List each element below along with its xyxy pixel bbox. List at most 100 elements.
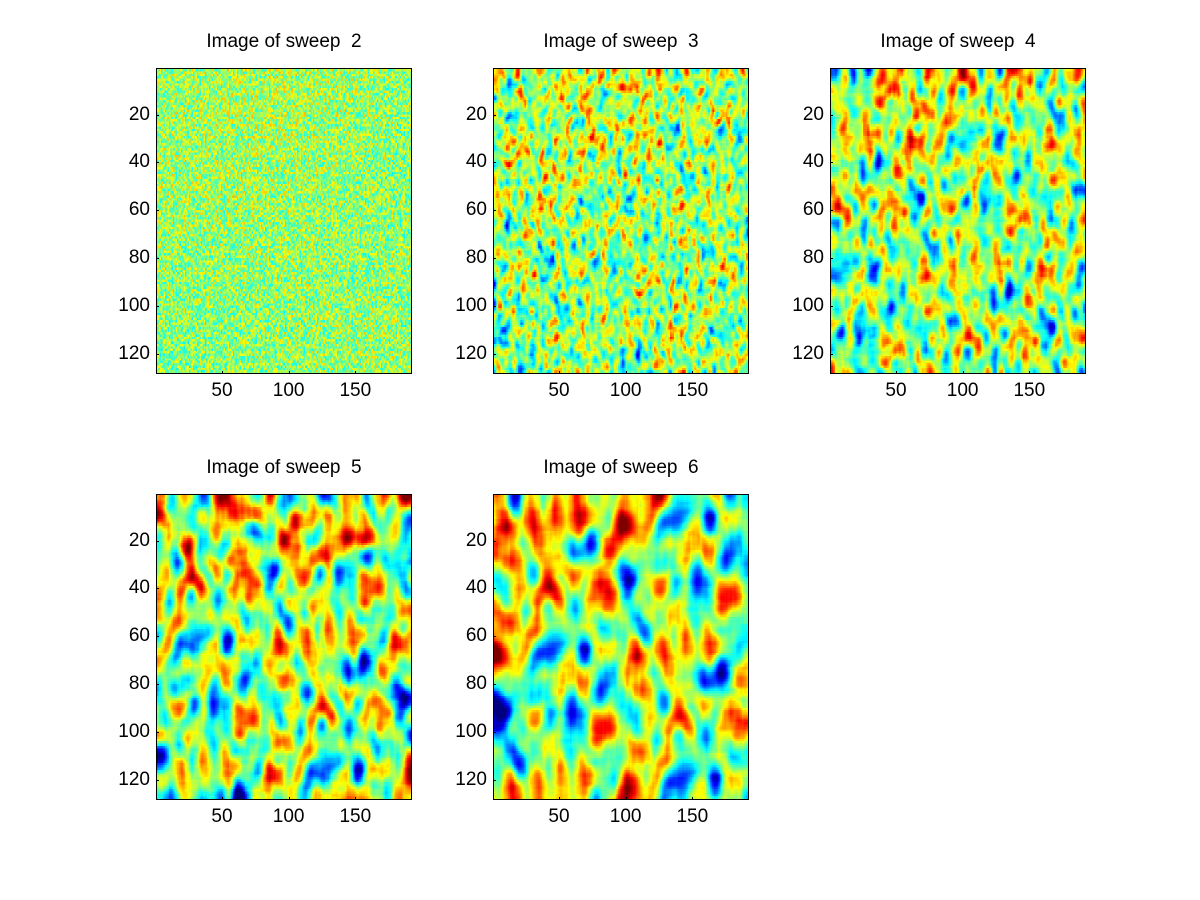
y-tick-mark — [156, 779, 159, 781]
y-tick-label: 20 — [128, 529, 150, 551]
x-tick-mark — [625, 371, 627, 374]
subplot-3: Image of sweep 4 20 40 60 80 100 120 50 100 150 — [792, 31, 1086, 401]
y-tick-mark — [830, 305, 833, 307]
y-tick-mark — [156, 162, 159, 164]
x-tick-mark — [559, 371, 560, 374]
heatmap-image — [157, 495, 411, 799]
y-tick-mark — [156, 731, 159, 733]
y-tick-label: 40 — [128, 577, 150, 599]
y-tick-label: 100 — [455, 294, 487, 316]
x-tick-mark — [288, 797, 290, 800]
x-tick-mark — [962, 371, 964, 374]
subplot-title: Image of sweep 5 — [206, 457, 362, 478]
y-tick-label: 40 — [128, 151, 150, 173]
y-tick-label: 120 — [455, 768, 487, 790]
y-tick-mark — [156, 684, 159, 686]
y-tick-label: 60 — [465, 199, 487, 221]
y-tick-label: 120 — [118, 342, 150, 364]
y-tick-label: 80 — [128, 247, 150, 269]
y-tick-mark — [156, 210, 159, 212]
x-tick-label: 50 — [211, 380, 233, 401]
x-tick-label: 150 — [339, 806, 372, 827]
heatmap-plot-area — [156, 68, 412, 374]
y-tick-label: 60 — [802, 199, 824, 221]
y-tick-label: 60 — [128, 625, 150, 647]
y-tick-label: 20 — [802, 103, 824, 125]
y-tick-label: 40 — [465, 151, 487, 173]
y-tick-label: 100 — [118, 294, 150, 316]
y-tick-mark — [156, 540, 159, 542]
y-tick-label: 80 — [128, 673, 150, 695]
x-tick-label: 150 — [676, 380, 709, 401]
y-tick-mark — [493, 210, 496, 212]
y-tick-mark — [493, 636, 496, 638]
y-tick-mark — [156, 114, 159, 116]
x-tick-label: 100 — [609, 380, 642, 401]
y-tick-mark — [830, 114, 833, 116]
y-tick-mark — [493, 540, 496, 542]
y-tick-label: 80 — [465, 247, 487, 269]
y-tick-mark — [830, 210, 833, 212]
subplot-title: Image of sweep 4 — [880, 31, 1036, 52]
y-tick-mark — [493, 588, 496, 590]
y-tick-label: 60 — [128, 199, 150, 221]
y-tick-mark — [830, 162, 833, 164]
y-tick-mark — [493, 779, 496, 781]
x-tick-mark — [355, 797, 357, 800]
heatmap-cells — [831, 69, 1085, 373]
subplot-2: Image of sweep 3 20 40 60 80 100 120 50 100 150 — [455, 31, 749, 401]
y-tick-mark — [156, 258, 159, 260]
heatmap-plot-area — [493, 68, 749, 374]
y-tick-mark — [156, 636, 159, 638]
y-tick-label: 100 — [792, 294, 824, 316]
x-tick-mark — [692, 371, 694, 374]
x-tick-mark — [692, 797, 694, 800]
y-tick-mark — [493, 305, 496, 307]
y-tick-mark — [830, 353, 833, 355]
y-tick-mark — [493, 353, 496, 355]
y-tick-label: 80 — [465, 673, 487, 695]
heatmap-image — [831, 69, 1085, 373]
y-tick-label: 40 — [802, 151, 824, 173]
heatmap-cells — [157, 495, 411, 799]
subplot-1: Image of sweep 2 20 40 60 80 100 120 50 100 150 — [118, 31, 412, 401]
x-tick-label: 50 — [548, 806, 570, 827]
x-tick-label: 100 — [272, 380, 305, 401]
x-tick-label: 150 — [1013, 380, 1046, 401]
x-tick-mark — [896, 371, 897, 374]
subplot-title: Image of sweep 3 — [543, 31, 699, 52]
x-tick-label: 50 — [211, 806, 233, 827]
x-tick-mark — [625, 797, 627, 800]
subplot-title: Image of sweep 2 — [206, 31, 362, 52]
y-tick-label: 60 — [465, 625, 487, 647]
x-tick-label: 150 — [339, 380, 372, 401]
x-tick-label: 100 — [946, 380, 979, 401]
subplot-4: Image of sweep 5 20 40 60 80 100 120 50 100 150 — [118, 457, 412, 827]
subplot-title: Image of sweep 6 — [543, 457, 699, 478]
y-tick-label: 100 — [118, 720, 150, 742]
y-tick-mark — [493, 162, 496, 164]
x-tick-mark — [222, 371, 223, 374]
x-tick-label: 150 — [676, 806, 709, 827]
y-tick-mark — [493, 731, 496, 733]
y-tick-mark — [493, 684, 496, 686]
x-tick-mark — [288, 371, 290, 374]
y-tick-mark — [493, 114, 496, 116]
subplot-5: Image of sweep 6 20 40 60 80 100 120 50 100 150 — [455, 457, 749, 827]
heatmap-cells — [157, 69, 411, 373]
heatmap-image — [494, 495, 748, 799]
heatmap-plot-area — [830, 68, 1086, 374]
x-tick-label: 50 — [885, 380, 907, 401]
heatmap-image — [494, 69, 748, 373]
y-tick-label: 120 — [118, 768, 150, 790]
y-tick-label: 120 — [455, 342, 487, 364]
y-tick-label: 100 — [455, 720, 487, 742]
x-tick-mark — [1029, 371, 1031, 374]
y-tick-mark — [156, 353, 159, 355]
x-tick-mark — [559, 797, 560, 800]
x-tick-label: 100 — [272, 806, 305, 827]
heatmap-plot-area — [493, 494, 749, 800]
x-tick-mark — [222, 797, 223, 800]
y-tick-label: 20 — [465, 529, 487, 551]
